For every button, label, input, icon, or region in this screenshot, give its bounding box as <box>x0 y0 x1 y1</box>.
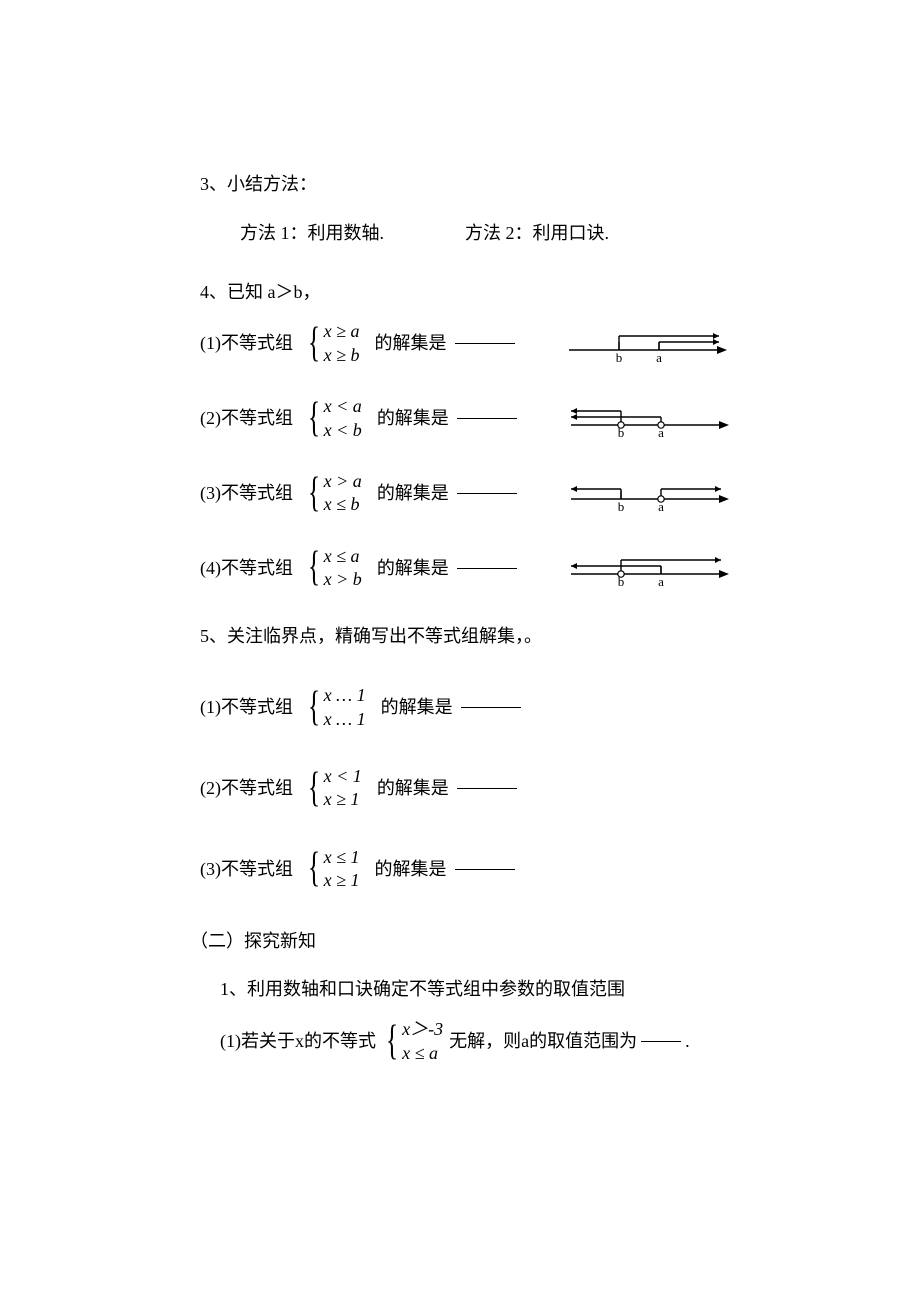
item4-2-case2: x < b <box>324 419 362 442</box>
item4-1-case2: x ≥ b <box>324 344 360 367</box>
item5-3-blank <box>455 869 515 870</box>
item4-3-blank <box>457 493 517 494</box>
item5-row-2: (2)不等式组 { x < 1 x ≥ 1 的解集是 <box>200 765 840 812</box>
item4-2-brace: { x < a x < b <box>304 395 362 442</box>
sec2-q1-brace: { x＞-3 x ≤ a <box>382 1018 443 1065</box>
item4-row-4: (4)不等式组 { x ≤ a x > b 的解集是 b a <box>200 545 840 592</box>
section5-title: 5、关注临界点，精确写出不等式组解集，。 <box>200 622 840 651</box>
item4-row-1: (1)不等式组 { x ≥ a x ≥ b 的解集是 b a <box>200 320 840 367</box>
item4-3-case2: x ≤ b <box>324 493 362 516</box>
section-ii-sub: 1、利用数轴和口诀确定不等式组中参数的取值范围 <box>220 975 840 1004</box>
item4-3-case1: x > a <box>324 470 362 493</box>
item4-1-blank <box>455 343 515 344</box>
sec2-q1-post: 无解，则a的取值范围为 <box>449 1027 637 1056</box>
item5-1-idx: (1)不等式组 <box>200 693 298 722</box>
item4-1-tail: 的解集是 <box>366 329 452 358</box>
svg-text:a: a <box>656 350 662 362</box>
item4-4-tail: 的解集是 <box>368 554 454 583</box>
item4-4-case2: x > b <box>324 568 362 591</box>
item5-1-blank <box>461 707 521 708</box>
item4-2-blank <box>457 418 517 419</box>
item5-2-idx: (2)不等式组 <box>200 774 298 803</box>
section-ii-title: （二）探究新知 <box>190 927 840 956</box>
item4-2-case1: x < a <box>324 395 362 418</box>
item5-row-1: (1)不等式组 { x … 1 x … 1 的解集是 <box>200 684 840 731</box>
method-spacer <box>384 223 465 243</box>
item4-3-idx: (3)不等式组 <box>200 479 298 508</box>
sec2-q1-pre: (1)若关于x的不等式 <box>220 1027 376 1056</box>
item5-1-case2: x … 1 <box>324 708 366 731</box>
number-line-le_gt: b a <box>551 550 731 586</box>
item5-2-blank <box>457 788 517 789</box>
item4-row-3: (3)不等式组 { x > a x ≤ b 的解集是 b a <box>200 470 840 517</box>
item5-3-idx: (3)不等式组 <box>200 855 298 884</box>
svg-text:b: b <box>618 574 625 586</box>
svg-text:a: a <box>658 425 664 437</box>
method-2: 方法 2：利用口诀. <box>465 223 609 243</box>
number-line-gt_le: b a <box>551 475 731 511</box>
item4-4-brace: { x ≤ a x > b <box>304 545 362 592</box>
item5-2-tail: 的解集是 <box>368 774 454 803</box>
item4-1-brace: { x ≥ a x ≥ b <box>304 320 360 367</box>
item4-4-idx: (4)不等式组 <box>200 554 298 583</box>
sec2-q1-dot: . <box>685 1027 690 1056</box>
item5-row-3: (3)不等式组 { x ≤ 1 x ≥ 1 的解集是 <box>200 846 840 893</box>
methods-row: 方法 1：利用数轴. 方法 2：利用口诀. <box>240 219 840 248</box>
item5-3-case2: x ≥ 1 <box>324 869 360 892</box>
section4-title: 4、已知 a＞b， <box>200 278 840 307</box>
svg-text:b: b <box>618 499 625 511</box>
item4-1-case1: x ≥ a <box>324 320 360 343</box>
item5-3-case1: x ≤ 1 <box>324 846 360 869</box>
svg-text:b: b <box>616 350 623 362</box>
item4-4-case1: x ≤ a <box>324 545 362 568</box>
svg-text:b: b <box>618 425 625 437</box>
item4-row-2: (2)不等式组 { x < a x < b 的解集是 b a <box>200 395 840 442</box>
item5-1-tail: 的解集是 <box>372 693 458 722</box>
sec2-q1-case2: x ≤ a <box>402 1042 443 1065</box>
item4-4-blank <box>457 568 517 569</box>
item4-1-idx: (1)不等式组 <box>200 329 298 358</box>
number-line-lt_lt: b a <box>551 401 731 437</box>
method-1: 方法 1：利用数轴. <box>240 223 384 243</box>
number-line-ge_ge: b a <box>549 326 729 362</box>
sec2-q1-case1: x＞-3 <box>402 1018 443 1041</box>
sec2-q1-row: (1)若关于x的不等式 { x＞-3 x ≤ a 无解，则a的取值范围为 . <box>220 1018 840 1065</box>
item5-2-case1: x < 1 <box>324 765 362 788</box>
section3-title: 3、小结方法： <box>200 170 840 199</box>
item4-3-tail: 的解集是 <box>368 479 454 508</box>
item5-2-case2: x ≥ 1 <box>324 788 362 811</box>
item5-2-brace: { x < 1 x ≥ 1 <box>304 765 362 812</box>
item5-3-tail: 的解集是 <box>366 855 452 884</box>
item5-1-brace: { x … 1 x … 1 <box>304 684 366 731</box>
sec2-q1-blank <box>641 1041 681 1042</box>
item4-2-idx: (2)不等式组 <box>200 404 298 433</box>
svg-text:a: a <box>658 574 664 586</box>
item5-1-case1: x … 1 <box>324 684 366 707</box>
item4-3-brace: { x > a x ≤ b <box>304 470 362 517</box>
item5-3-brace: { x ≤ 1 x ≥ 1 <box>304 846 360 893</box>
svg-text:a: a <box>658 499 664 511</box>
item4-2-tail: 的解集是 <box>368 404 454 433</box>
